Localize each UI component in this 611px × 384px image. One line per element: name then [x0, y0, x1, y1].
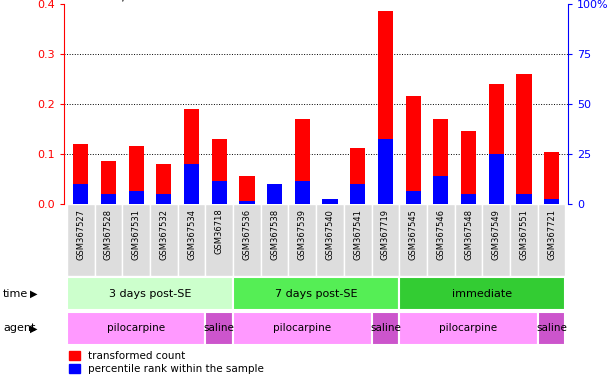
FancyBboxPatch shape: [178, 204, 205, 276]
FancyBboxPatch shape: [371, 312, 399, 345]
Text: saline: saline: [536, 323, 567, 333]
Text: 7 days post-SE: 7 days post-SE: [275, 289, 357, 299]
Bar: [101, 194, 116, 204]
Text: GSM367539: GSM367539: [298, 209, 307, 260]
Bar: [156, 194, 172, 204]
Bar: [240, 201, 255, 204]
FancyBboxPatch shape: [67, 312, 205, 345]
Text: GSM367548: GSM367548: [464, 209, 473, 260]
Bar: [267, 184, 282, 204]
Text: GSM367541: GSM367541: [353, 209, 362, 260]
Bar: [489, 154, 504, 204]
Text: saline: saline: [370, 323, 401, 333]
Text: pilocarpine: pilocarpine: [107, 323, 165, 333]
Bar: [406, 96, 421, 204]
FancyBboxPatch shape: [482, 204, 510, 276]
Bar: [267, 184, 282, 204]
Text: GSM367721: GSM367721: [547, 209, 556, 260]
Bar: [461, 194, 476, 204]
FancyBboxPatch shape: [344, 204, 371, 276]
Bar: [544, 152, 559, 204]
Text: GSM367551: GSM367551: [519, 209, 529, 260]
Bar: [101, 161, 116, 204]
FancyBboxPatch shape: [95, 204, 122, 276]
FancyBboxPatch shape: [67, 204, 95, 276]
Bar: [73, 144, 89, 204]
Bar: [378, 12, 393, 204]
Bar: [128, 146, 144, 204]
FancyBboxPatch shape: [427, 204, 455, 276]
Bar: [544, 199, 559, 204]
Bar: [240, 176, 255, 204]
Bar: [184, 164, 199, 204]
FancyBboxPatch shape: [233, 312, 371, 345]
FancyBboxPatch shape: [510, 204, 538, 276]
FancyBboxPatch shape: [261, 204, 288, 276]
Bar: [378, 139, 393, 204]
Bar: [184, 109, 199, 204]
Text: GSM367719: GSM367719: [381, 209, 390, 260]
Bar: [295, 181, 310, 204]
Bar: [350, 147, 365, 204]
Text: GSM367545: GSM367545: [409, 209, 418, 260]
Bar: [295, 119, 310, 204]
Bar: [516, 74, 532, 204]
FancyBboxPatch shape: [316, 204, 344, 276]
Bar: [516, 194, 532, 204]
Text: GSM367549: GSM367549: [492, 209, 501, 260]
Bar: [350, 184, 365, 204]
Bar: [489, 84, 504, 204]
Text: time: time: [3, 289, 28, 299]
Bar: [323, 199, 338, 204]
Text: ▶: ▶: [30, 289, 37, 299]
FancyBboxPatch shape: [538, 204, 565, 276]
Text: GSM367534: GSM367534: [187, 209, 196, 260]
FancyBboxPatch shape: [371, 204, 399, 276]
Bar: [406, 191, 421, 204]
Bar: [433, 176, 448, 204]
FancyBboxPatch shape: [538, 312, 565, 345]
Text: GSM367536: GSM367536: [243, 209, 252, 260]
Bar: [128, 191, 144, 204]
FancyBboxPatch shape: [399, 312, 538, 345]
FancyBboxPatch shape: [150, 204, 178, 276]
FancyBboxPatch shape: [233, 277, 399, 310]
Text: GSM367527: GSM367527: [76, 209, 86, 260]
Text: GSM367546: GSM367546: [436, 209, 445, 260]
Bar: [211, 181, 227, 204]
Bar: [73, 184, 89, 204]
Bar: [323, 201, 338, 204]
Text: 3 days post-SE: 3 days post-SE: [109, 289, 191, 299]
FancyBboxPatch shape: [67, 277, 233, 310]
Text: immediate: immediate: [452, 289, 513, 299]
Text: ▶: ▶: [30, 323, 37, 333]
FancyBboxPatch shape: [233, 204, 261, 276]
Text: GSM367531: GSM367531: [131, 209, 141, 260]
Text: pilocarpine: pilocarpine: [439, 323, 497, 333]
Text: agent: agent: [3, 323, 35, 333]
Text: GSM367528: GSM367528: [104, 209, 113, 260]
Text: GSM367538: GSM367538: [270, 209, 279, 260]
Legend: transformed count, percentile rank within the sample: transformed count, percentile rank withi…: [70, 351, 264, 374]
FancyBboxPatch shape: [288, 204, 316, 276]
Bar: [211, 139, 227, 204]
FancyBboxPatch shape: [205, 204, 233, 276]
FancyBboxPatch shape: [122, 204, 150, 276]
Bar: [461, 131, 476, 204]
FancyBboxPatch shape: [455, 204, 482, 276]
Bar: [156, 164, 172, 204]
Text: GSM367532: GSM367532: [159, 209, 169, 260]
FancyBboxPatch shape: [205, 312, 233, 345]
Text: GSM36718: GSM36718: [214, 209, 224, 254]
Text: GSM367540: GSM367540: [326, 209, 335, 260]
Text: GDS3827 / 315078: GDS3827 / 315078: [59, 0, 178, 3]
FancyBboxPatch shape: [399, 277, 565, 310]
Text: saline: saline: [204, 323, 235, 333]
FancyBboxPatch shape: [399, 204, 427, 276]
Text: pilocarpine: pilocarpine: [273, 323, 331, 333]
Bar: [433, 119, 448, 204]
